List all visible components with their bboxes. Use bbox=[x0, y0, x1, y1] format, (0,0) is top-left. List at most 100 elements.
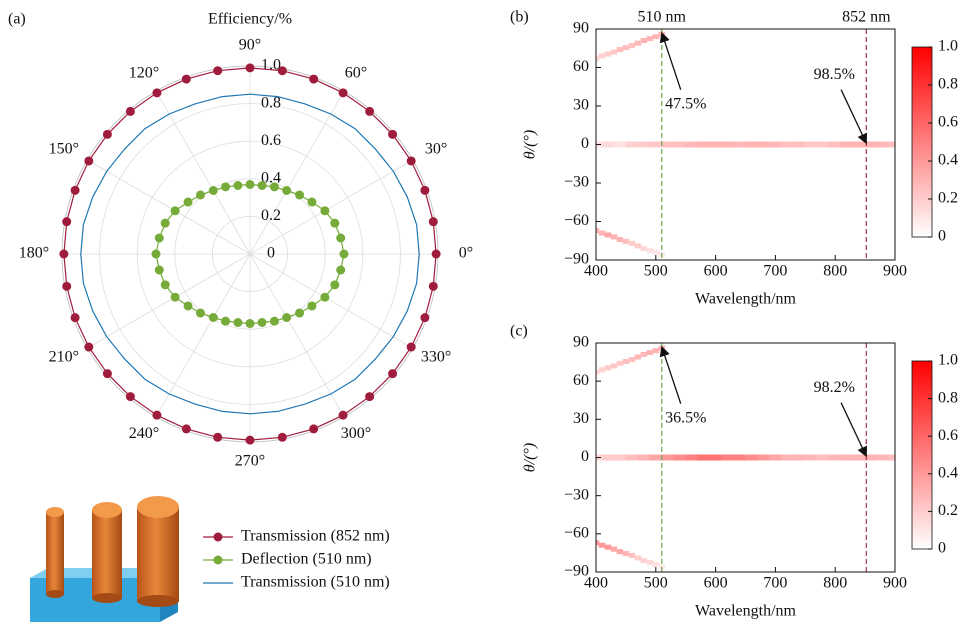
heatmap-cell bbox=[685, 454, 698, 461]
angular-tick-label: 60° bbox=[345, 65, 367, 82]
angular-tick-label: 120° bbox=[129, 65, 159, 82]
heatmap-cell bbox=[596, 227, 600, 233]
angular-tick-label: 300° bbox=[341, 425, 371, 442]
heatmap-cell bbox=[610, 49, 618, 55]
metasurface-illustration bbox=[30, 496, 179, 622]
data-point bbox=[233, 318, 243, 328]
heatmap-cell bbox=[888, 454, 895, 461]
heatmap-cell bbox=[697, 454, 710, 461]
heatmap-cell bbox=[628, 43, 636, 49]
heatmap-cell bbox=[661, 454, 675, 461]
x-tick-label: 900 bbox=[883, 263, 907, 280]
heatmap-cell bbox=[840, 454, 854, 461]
heatmap-cell bbox=[628, 357, 636, 363]
heatmap-cell bbox=[852, 141, 866, 148]
data-point bbox=[388, 129, 398, 139]
x-tick-label: 900 bbox=[883, 575, 907, 592]
panel-label: (c) bbox=[510, 323, 528, 340]
angular-grid-line bbox=[155, 90, 251, 255]
data-point bbox=[336, 265, 346, 275]
data-point bbox=[282, 312, 292, 322]
data-point bbox=[309, 424, 319, 434]
angular-tick-label: 90° bbox=[239, 37, 261, 54]
heatmap-cell bbox=[628, 552, 636, 558]
data-point bbox=[307, 301, 317, 311]
y-tick-label: −60 bbox=[564, 212, 589, 229]
x-tick-label: 400 bbox=[584, 575, 608, 592]
legend-label: Transmission (852 nm) bbox=[241, 528, 390, 545]
heatmap-cell bbox=[634, 40, 642, 46]
colorbar-tick-label: 0.2 bbox=[938, 502, 958, 519]
data-point bbox=[420, 185, 430, 195]
heatmap-cell bbox=[709, 141, 722, 148]
heatmap-cell bbox=[864, 454, 878, 461]
heatmap-cell bbox=[610, 363, 618, 369]
angular-tick-label: 330° bbox=[421, 349, 451, 366]
heatmap-cell bbox=[616, 549, 624, 555]
data-point bbox=[277, 432, 287, 442]
annotation-label: 98.5% bbox=[814, 66, 855, 83]
colorbar-tick-label: 0.6 bbox=[938, 114, 958, 131]
x-tick-label: 600 bbox=[704, 263, 728, 280]
data-point bbox=[84, 342, 94, 352]
heatmap-cell bbox=[637, 141, 651, 148]
heatmap-cell bbox=[828, 141, 842, 148]
radial-tick-label: 0.4 bbox=[261, 169, 281, 186]
y-tick-label: 60 bbox=[573, 58, 589, 75]
data-point bbox=[102, 129, 112, 139]
reference-label: 510 nm bbox=[638, 9, 687, 26]
data-point bbox=[320, 292, 330, 302]
heatmap-cell bbox=[596, 56, 600, 62]
reference-label: 852 nm bbox=[842, 9, 891, 26]
data-point bbox=[221, 316, 231, 326]
colorbar-tick-label: 1.0 bbox=[938, 38, 958, 55]
data-point bbox=[183, 197, 193, 207]
radial-grid-circle bbox=[136, 140, 364, 368]
colorbar-tick-label: 0.4 bbox=[938, 152, 958, 169]
legend-marker bbox=[213, 532, 223, 542]
heatmap-cell bbox=[622, 358, 630, 364]
heatmap-cell bbox=[745, 141, 758, 148]
data-point bbox=[151, 249, 161, 259]
colorbar-tick-label: 1.0 bbox=[938, 352, 958, 369]
angular-grid-line bbox=[249, 159, 414, 255]
data-point bbox=[420, 313, 430, 323]
data-point bbox=[282, 186, 292, 196]
heatmap-cell bbox=[816, 454, 830, 461]
heatmap-cell bbox=[805, 141, 818, 148]
data-point bbox=[84, 156, 94, 166]
heatmap-cell bbox=[781, 454, 794, 461]
heatmap-cell bbox=[793, 141, 806, 148]
heatmap-cell bbox=[649, 141, 663, 148]
heatmap-cell bbox=[613, 141, 627, 148]
data-point bbox=[70, 313, 80, 323]
data-point bbox=[330, 280, 340, 290]
x-axis-label: Wavelength/nm bbox=[695, 291, 796, 308]
colorbar-tick-label: 0 bbox=[938, 228, 946, 245]
radial-grid-circle bbox=[174, 178, 326, 330]
data-point bbox=[102, 369, 112, 379]
x-tick-label: 500 bbox=[644, 263, 668, 280]
heatmap-cells bbox=[596, 345, 895, 570]
heatmap-cell bbox=[604, 232, 612, 238]
legend-label: Deflection (510 nm) bbox=[241, 551, 372, 568]
data-point bbox=[388, 369, 398, 379]
data-point bbox=[295, 308, 305, 318]
data-point bbox=[125, 392, 135, 402]
heatmap-cell bbox=[616, 47, 624, 53]
angular-tick-label: 30° bbox=[425, 141, 447, 158]
radial-tick-label: 0 bbox=[267, 245, 275, 262]
data-point bbox=[170, 292, 180, 302]
heatmap-cell bbox=[616, 236, 624, 242]
angular-tick-label: 270° bbox=[235, 453, 265, 470]
heatmap-cell bbox=[781, 141, 794, 148]
y-axis-label: θ/(°) bbox=[522, 443, 539, 472]
data-point bbox=[365, 106, 375, 116]
heatmap-cell bbox=[646, 559, 654, 565]
heatmap-cell bbox=[652, 561, 660, 567]
heatmap-cell bbox=[598, 367, 606, 373]
heatmap-cell bbox=[622, 238, 630, 244]
x-tick-label: 400 bbox=[584, 263, 608, 280]
heatmap-cell bbox=[634, 243, 642, 249]
colorbar-tick-label: 0.2 bbox=[938, 190, 958, 207]
